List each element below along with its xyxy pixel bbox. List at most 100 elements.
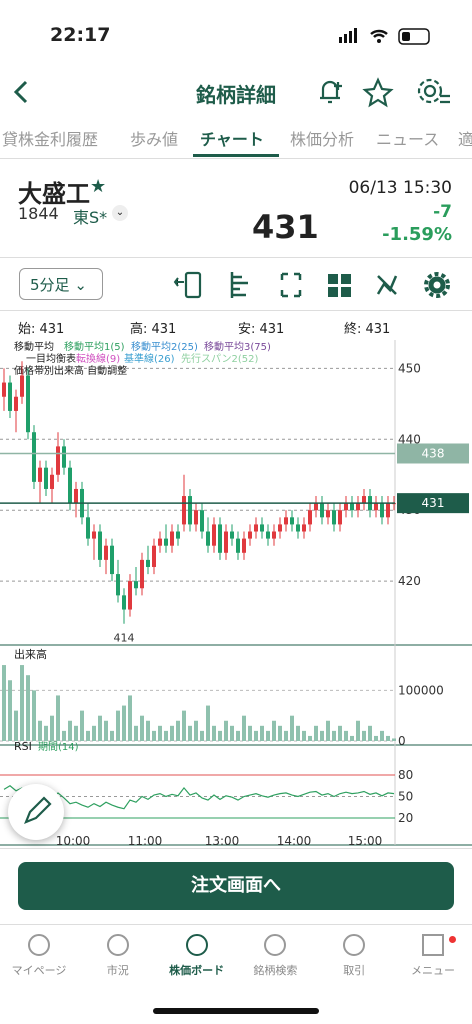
nav-item[interactable]: 銘柄検索 xyxy=(253,964,298,977)
volume-bar xyxy=(332,730,336,741)
volume-bar xyxy=(170,725,174,741)
candle-body xyxy=(218,524,222,553)
x-tick-label: 14:00 xyxy=(277,834,312,848)
order-button[interactable]: 注文画面へ xyxy=(18,862,454,910)
candle-body xyxy=(110,545,114,575)
tab[interactable]: ニュース xyxy=(376,130,440,149)
candle-body xyxy=(230,531,234,539)
candle-body xyxy=(8,382,12,411)
status-icons xyxy=(339,28,430,45)
candle-body xyxy=(116,574,120,596)
volume-bar xyxy=(236,730,240,741)
candle-body xyxy=(44,467,48,489)
candle-body xyxy=(146,559,150,567)
candle-body xyxy=(278,524,282,532)
candle-body xyxy=(200,510,204,532)
candle-body xyxy=(302,524,306,532)
volume-bar xyxy=(242,715,246,741)
volume-bar xyxy=(44,725,48,741)
stock-market[interactable]: 東S* xyxy=(73,208,108,227)
candle-body xyxy=(332,510,336,525)
nav-icon[interactable] xyxy=(28,934,50,956)
x-tick-label: 13:00 xyxy=(205,834,240,848)
volume-bar xyxy=(362,730,366,741)
y-tick-label: 20 xyxy=(398,811,413,825)
volume-bar xyxy=(338,725,342,741)
nav-icon[interactable] xyxy=(185,934,208,956)
candle-body xyxy=(158,538,162,546)
nav-item[interactable]: マイページ xyxy=(11,964,67,977)
legend-label: 先行スパン2(52) xyxy=(181,352,258,365)
volume-bar xyxy=(266,730,270,741)
interval-dropdown[interactable]: 5分足 ⌄ xyxy=(19,268,103,300)
draw-button[interactable] xyxy=(8,784,64,840)
nav-item[interactable]: 株価ボード xyxy=(169,964,225,977)
candle-body xyxy=(32,432,36,482)
candle-body xyxy=(284,517,288,525)
favorite-star[interactable]: ★ xyxy=(90,176,107,197)
nav-icon[interactable] xyxy=(422,934,444,956)
divider xyxy=(0,257,472,258)
candle-body xyxy=(176,531,180,539)
header-icons[interactable] xyxy=(312,74,462,108)
price-tag xyxy=(397,443,469,464)
x-tick-label: 10:00 xyxy=(56,834,91,848)
volume-bar xyxy=(164,730,168,741)
candle-body xyxy=(344,503,348,511)
volume-bar xyxy=(20,665,24,741)
candle-body xyxy=(122,595,126,610)
nav-icon[interactable] xyxy=(343,934,366,956)
x-tick-label: 11:00 xyxy=(128,834,163,848)
volume-bar xyxy=(344,730,348,741)
tab[interactable]: 株価分析 xyxy=(290,130,355,149)
candle-body xyxy=(224,531,228,553)
back-button[interactable] xyxy=(8,78,36,106)
candle-body xyxy=(74,488,78,504)
header-title: 銘柄詳細 xyxy=(196,83,276,107)
volume-bar xyxy=(116,710,120,741)
nav-item[interactable]: メニュー xyxy=(411,964,455,977)
volume-bar xyxy=(26,675,30,741)
y-tick-label: 50 xyxy=(398,790,413,804)
volume-bar xyxy=(2,665,6,741)
candle-body xyxy=(308,510,312,525)
legend-label: 移動平均 xyxy=(14,340,54,353)
nav-icon[interactable] xyxy=(106,934,129,956)
tab[interactable]: 貸株金利履歴 xyxy=(2,130,99,149)
stock-change-pct: -1.59% xyxy=(382,224,452,245)
volume-bar xyxy=(224,720,228,741)
toolbar-icons[interactable] xyxy=(172,268,462,302)
candle-body xyxy=(374,503,378,511)
volume-bar xyxy=(212,725,216,741)
candle-body xyxy=(272,531,276,539)
price-tag xyxy=(397,493,469,514)
volume-bar xyxy=(122,705,126,741)
y-tick-label: 100000 xyxy=(398,683,444,697)
volume-bar xyxy=(320,730,324,741)
volume-bar xyxy=(302,730,306,741)
candle-body xyxy=(188,496,192,525)
candle-body xyxy=(56,446,60,475)
tab[interactable]: チャート xyxy=(200,130,264,149)
tab[interactable]: 歩み値 xyxy=(130,130,179,149)
tab[interactable]: 適 xyxy=(458,130,472,149)
legend-label: 一目均衡表 xyxy=(26,352,76,365)
nav-item[interactable]: 取引 xyxy=(343,964,366,977)
volume-bar xyxy=(98,715,102,741)
divider xyxy=(0,924,472,925)
volume-bar xyxy=(140,715,144,741)
nav-item[interactable]: 市況 xyxy=(106,964,129,977)
panel-title: RSI xyxy=(14,740,32,753)
stock-name: 大盛工 xyxy=(18,180,90,208)
volume-bar xyxy=(200,730,204,741)
market-toggle[interactable]: ⌄ xyxy=(112,205,128,221)
nav-icon[interactable] xyxy=(264,934,287,956)
volume-bar xyxy=(74,725,78,741)
volume-bar xyxy=(50,715,54,741)
stock-code: 1844 xyxy=(18,204,59,223)
volume-bar xyxy=(290,715,294,741)
volume-bar xyxy=(134,725,138,741)
candle-body xyxy=(236,538,240,553)
volume-bar xyxy=(272,720,276,741)
y-tick-label: 440 xyxy=(398,432,421,446)
